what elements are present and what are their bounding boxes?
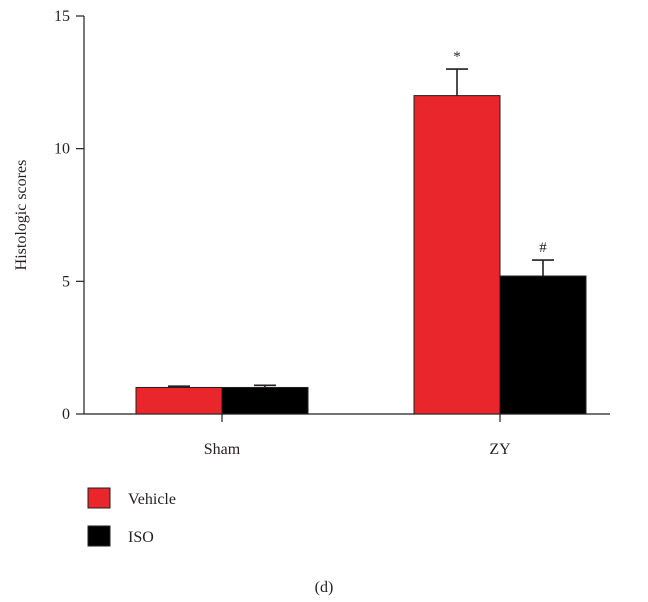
legend: Vehicle ISO: [87, 487, 176, 547]
legend-swatch-iso: [87, 525, 111, 547]
significance-marker-1: #: [539, 240, 547, 256]
x-tick-label-zy: ZY: [489, 441, 511, 458]
y-tick-label-5: 5: [62, 273, 70, 290]
bar-iso-sham: [221, 386, 309, 415]
bars: *#: [135, 49, 587, 415]
bar-vehicle-sham: [135, 386, 223, 415]
significance-marker-0: *: [453, 49, 461, 65]
legend-label-iso: ISO: [128, 529, 154, 546]
legend-label-vehicle: Vehicle: [128, 491, 176, 508]
y-axis-label: Histologic scores: [13, 160, 30, 271]
bar-vehicle-zy: [413, 95, 501, 415]
x-tick-label-sham: Sham: [204, 441, 241, 458]
y-tick-label-10: 10: [54, 141, 70, 158]
bar-iso-zy: [499, 275, 587, 415]
y-tick-label-15: 15: [54, 8, 70, 25]
legend-swatch-vehicle: [87, 487, 111, 509]
y-tick-label-0: 0: [62, 406, 70, 423]
panel-label: (d): [315, 579, 334, 596]
